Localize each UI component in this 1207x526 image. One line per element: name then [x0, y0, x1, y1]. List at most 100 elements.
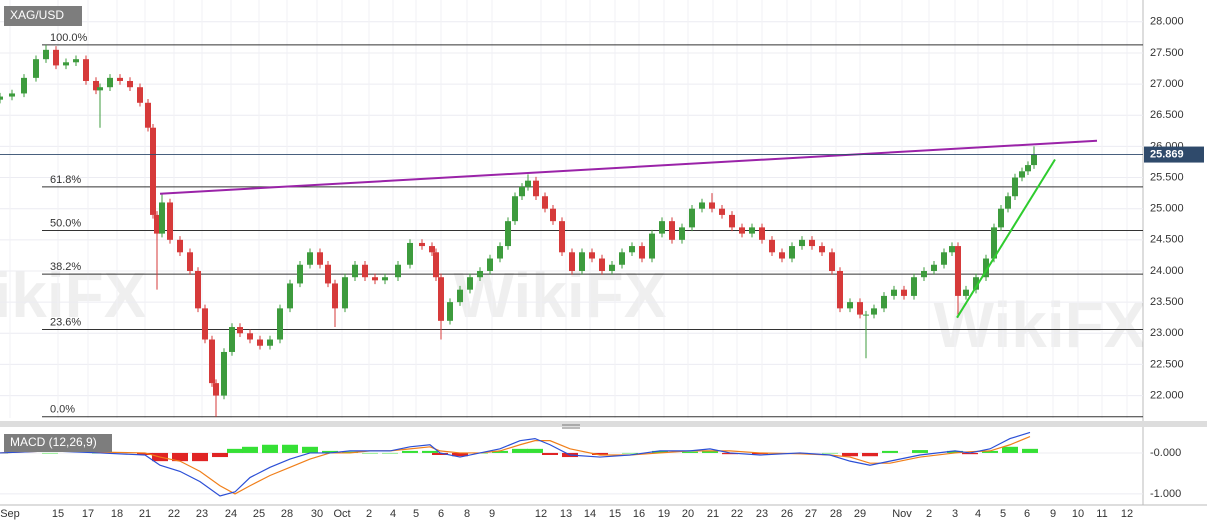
- candle-body: [1012, 177, 1018, 197]
- histogram-bar: [912, 450, 928, 453]
- histogram-bar: [362, 452, 378, 454]
- histogram-bar: [592, 452, 608, 455]
- candle-body: [639, 246, 645, 259]
- candle-body: [287, 283, 293, 309]
- histogram-bar: [212, 452, 228, 458]
- symbol-label: XAG/USD: [10, 8, 64, 22]
- watermark: WikiFX: [454, 259, 667, 331]
- candle-body: [857, 302, 863, 315]
- candle-body: [33, 59, 39, 78]
- x-tick-label: 9: [1050, 508, 1056, 520]
- candle-body: [382, 277, 388, 281]
- candle-body: [669, 221, 675, 240]
- x-tick-label: 19: [658, 508, 670, 520]
- macd-pane: [0, 431, 1143, 497]
- candle-body: [438, 277, 444, 321]
- histogram-bar: [527, 448, 543, 453]
- candle-body: [891, 289, 897, 296]
- x-tick-label: 24: [225, 508, 237, 520]
- candle-body: [789, 246, 795, 259]
- x-tick-label: 28: [281, 508, 293, 520]
- histogram-bar: [422, 450, 438, 453]
- candle-body: [1025, 165, 1031, 172]
- indicator-badge: [4, 434, 112, 452]
- candle-body: [117, 77, 123, 81]
- histogram-bar: [752, 452, 768, 455]
- candle-body: [407, 242, 413, 265]
- candle-body: [699, 202, 705, 209]
- candle-body: [247, 333, 253, 340]
- candle-body: [221, 351, 227, 396]
- candle-body: [991, 227, 997, 259]
- x-tick-label: 18: [111, 508, 123, 520]
- candle-body: [1019, 171, 1025, 178]
- candle-body: [589, 252, 595, 259]
- candle-body: [477, 270, 483, 278]
- y-tick-label: 23.500: [1150, 296, 1184, 308]
- x-tick-label: Sep: [0, 508, 20, 520]
- x-tick-label: 5: [1000, 508, 1006, 520]
- x-tick-label: 28: [830, 508, 842, 520]
- histogram-bar: [862, 452, 878, 457]
- histogram-bar: [172, 452, 188, 462]
- candle-body: [769, 239, 775, 253]
- candle-body: [307, 252, 313, 265]
- histogram-bar: [622, 452, 638, 454]
- candle-body: [372, 277, 378, 281]
- histogram-bar: [282, 444, 298, 453]
- x-tick-label: 8: [464, 508, 470, 520]
- histogram-bar: [227, 448, 243, 453]
- candle-body: [195, 270, 201, 309]
- candle-body: [167, 202, 173, 240]
- candle-body: [847, 302, 853, 309]
- candle-body: [352, 264, 358, 278]
- indicator-label: MACD (12,26,9): [10, 435, 97, 449]
- candle-body: [955, 246, 961, 296]
- candle-body: [1031, 154, 1037, 166]
- x-tick-label: 2: [926, 508, 932, 520]
- y-tick-label: 26.500: [1150, 109, 1184, 121]
- candle-body: [599, 258, 605, 271]
- candle-body: [202, 308, 208, 340]
- x-tick-label: 4: [975, 508, 981, 520]
- x-tick-label: 13: [560, 508, 572, 520]
- candle-body: [829, 252, 835, 271]
- candle-body: [419, 242, 425, 247]
- candle-body: [429, 246, 435, 253]
- x-tick-label: 21: [139, 508, 151, 520]
- y-tick-label: 28.000: [1150, 16, 1184, 28]
- candle-body: [837, 270, 843, 309]
- histogram-bar: [722, 452, 738, 455]
- candle-body: [395, 264, 401, 278]
- candle-body: [145, 102, 151, 128]
- symbol-badge: [4, 6, 82, 26]
- candle-body: [229, 327, 235, 352]
- histogram-bar: [702, 450, 718, 453]
- x-tick-label: 6: [438, 508, 444, 520]
- histogram-bar: [42, 452, 58, 454]
- x-tick-label: 20: [682, 508, 694, 520]
- candle-body: [237, 327, 243, 334]
- x-tick-label: 4: [390, 508, 396, 520]
- candle-body: [542, 196, 548, 209]
- candle-body: [277, 308, 283, 340]
- y-tick-label: 27.000: [1150, 78, 1184, 90]
- candle-body: [729, 214, 735, 228]
- candle-body: [53, 49, 59, 66]
- pane-handle[interactable]: [562, 424, 580, 429]
- histogram-bar: [1002, 446, 1018, 453]
- x-tick-label: 14: [584, 508, 596, 520]
- histogram-bar: [432, 452, 448, 455]
- y-tick-label: 22.500: [1150, 358, 1184, 370]
- fib-label: 61.8%: [50, 174, 81, 186]
- x-tick-label: 23: [196, 508, 208, 520]
- candle-body: [963, 289, 969, 296]
- candle-body: [317, 252, 323, 265]
- candle-body: [973, 277, 979, 290]
- candle-body: [525, 180, 531, 187]
- histogram-bar: [342, 451, 358, 453]
- candle-body: [689, 208, 695, 228]
- candle-body: [609, 264, 615, 271]
- histogram-bar: [822, 452, 838, 454]
